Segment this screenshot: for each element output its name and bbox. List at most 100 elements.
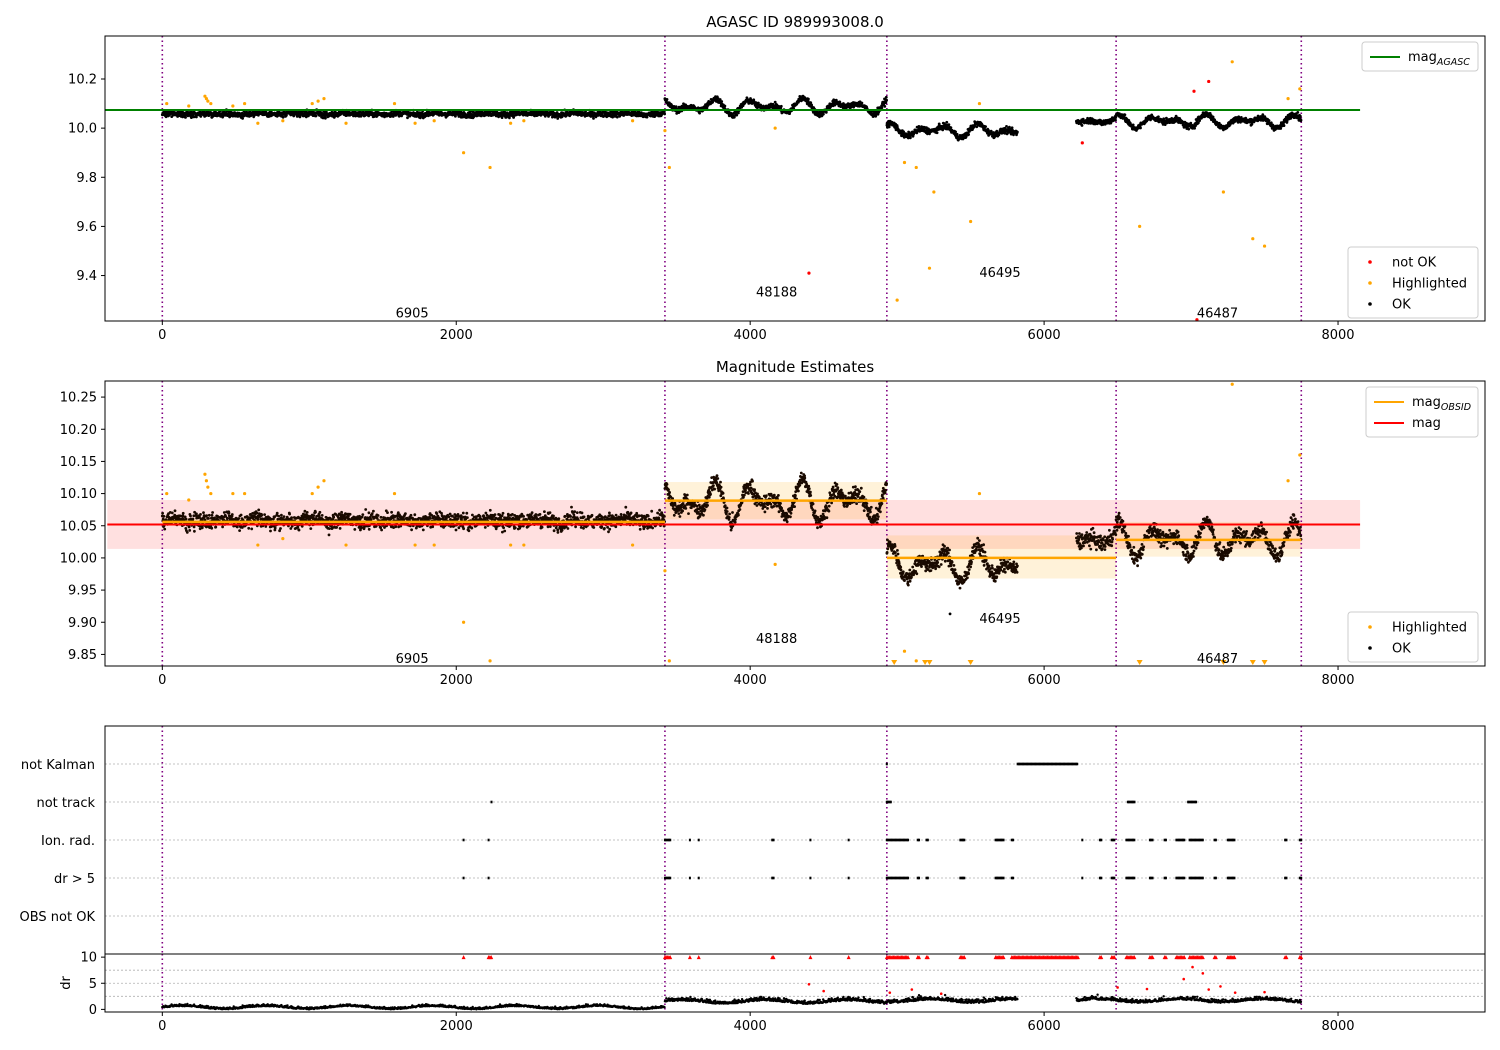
ok-point — [361, 513, 365, 516]
ok-point — [320, 514, 324, 517]
y-tick-label: 10.15 — [60, 455, 97, 470]
ok-point — [214, 525, 218, 529]
obsid-label: 46495 — [979, 266, 1020, 281]
ok-point — [227, 511, 231, 515]
ok-point — [314, 510, 317, 514]
ok-point — [247, 526, 251, 530]
ok-point — [238, 529, 242, 532]
ok-point — [379, 515, 383, 519]
legend-marker — [1368, 281, 1372, 285]
not-ok-point — [1207, 79, 1211, 84]
ok-point — [447, 515, 451, 519]
ok-point — [779, 104, 783, 108]
ok-point — [1187, 127, 1191, 131]
highlighted-point — [165, 101, 169, 106]
ok-point — [885, 98, 888, 102]
legend-marker — [1368, 302, 1372, 306]
ok-point — [195, 115, 198, 119]
highlighted-point — [509, 121, 513, 125]
ok-point — [720, 100, 724, 103]
ok-point — [297, 528, 301, 532]
ok-point — [380, 528, 383, 532]
ok-point — [192, 525, 196, 529]
ok-point — [402, 518, 406, 521]
ok-point — [327, 533, 331, 537]
ok-point — [466, 516, 469, 519]
y-tick-label: 10.05 — [60, 519, 97, 534]
ok-point — [467, 529, 471, 533]
ok-point — [202, 511, 205, 514]
ok-point — [314, 114, 318, 118]
ok-point — [493, 513, 497, 516]
ok-point — [222, 511, 226, 514]
highlighted-point — [310, 101, 314, 106]
ok-point — [1299, 114, 1302, 118]
ok-point — [239, 513, 243, 517]
ok-point — [335, 526, 338, 529]
ok-point — [285, 114, 288, 117]
ok-point — [500, 514, 504, 518]
ok-point — [199, 115, 203, 118]
ok-point — [1211, 115, 1215, 119]
ok-point — [945, 120, 949, 124]
x-tick-label: 2000 — [440, 673, 473, 688]
ok-point — [324, 116, 327, 120]
ok-point — [184, 517, 188, 521]
highlighted-point — [209, 101, 213, 106]
highlighted-point — [977, 101, 982, 106]
legend-label-subscript: AGASC — [1436, 57, 1470, 68]
ok-point — [431, 525, 435, 529]
y-tick-label: 9.4 — [76, 269, 97, 284]
y-tick-label: 10.25 — [60, 391, 97, 406]
ok-point — [462, 527, 465, 531]
ok-point — [611, 115, 614, 119]
ok-point — [376, 514, 380, 517]
ok-point — [250, 527, 254, 531]
ok-point — [501, 511, 505, 515]
ok-point — [503, 529, 507, 533]
ok-point — [327, 527, 331, 530]
ok-point — [954, 130, 957, 134]
ok-point — [488, 508, 492, 512]
ok-point — [185, 531, 189, 534]
obsid-label: 48188 — [756, 286, 797, 301]
ok-point — [173, 509, 177, 513]
ok-point — [210, 513, 214, 517]
ok-point — [210, 526, 214, 530]
ok-point — [967, 133, 970, 136]
highlighted-point — [488, 165, 492, 170]
ok-point — [237, 517, 241, 520]
ok-point — [290, 516, 293, 520]
not-ok-point — [1080, 141, 1084, 145]
ok-point — [390, 510, 393, 514]
highlighted-point — [1138, 224, 1142, 229]
highlighted-point — [206, 99, 210, 103]
ok-point — [195, 512, 198, 516]
plot-area: 0 2000 4000 6000 80009.49.69.810.010.2690548… — [68, 35, 1486, 343]
ok-point — [353, 528, 357, 531]
ok-point — [409, 513, 413, 517]
ok-point — [449, 525, 453, 528]
y-tick-label: 10.00 — [60, 551, 97, 566]
magnitude-estimates-panel: Magnitude Estimates 0 2000 4000 6000 80009.8… — [60, 358, 1486, 688]
ok-point — [181, 511, 185, 515]
ok-point — [807, 97, 810, 101]
ok-point — [263, 513, 266, 516]
ok-point — [429, 517, 432, 520]
highlighted-point — [1298, 87, 1302, 91]
x-tick-label: 4000 — [734, 673, 767, 688]
y-tick-label: 9.8 — [76, 171, 97, 186]
legend-label: Highlighted — [1392, 277, 1467, 292]
ok-point — [984, 125, 987, 128]
ok-point — [269, 529, 272, 533]
highlighted-point — [322, 97, 326, 101]
highlighted-point — [432, 119, 436, 123]
ok-point — [1114, 116, 1118, 119]
ok-point — [737, 111, 740, 115]
y-tick-label: 10.20 — [60, 423, 97, 438]
ok-point — [332, 515, 336, 519]
ok-point — [435, 512, 439, 515]
ok-point — [454, 528, 458, 532]
not-ok-point — [1192, 89, 1196, 93]
ok-point — [372, 509, 375, 513]
